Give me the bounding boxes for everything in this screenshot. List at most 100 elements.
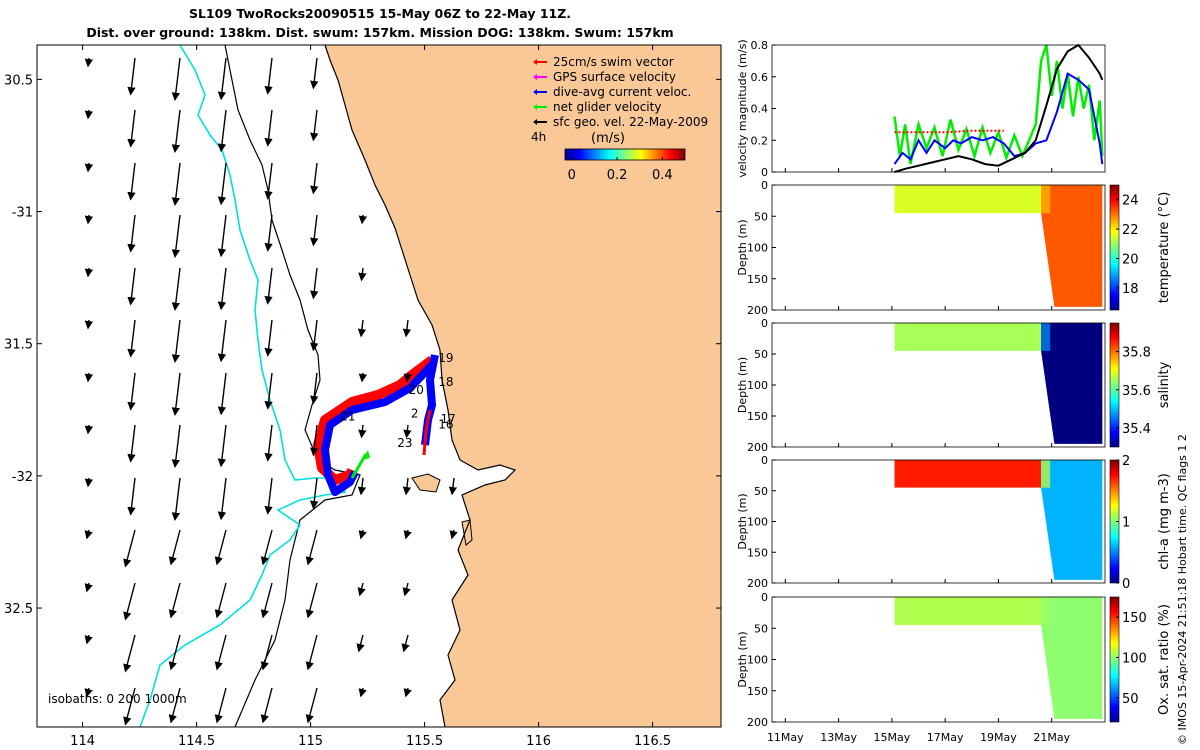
velocity-arrow bbox=[127, 109, 136, 148]
day-label: 17 bbox=[441, 412, 456, 426]
velocity-arrow bbox=[127, 267, 136, 306]
velocity-arrow bbox=[84, 477, 94, 488]
isobath-200m bbox=[224, 45, 361, 727]
velocity-arrow bbox=[217, 57, 227, 101]
velocity-arrow bbox=[264, 319, 273, 357]
velocity-arrow bbox=[264, 109, 273, 147]
colorbar-label: salinity bbox=[1157, 361, 1172, 408]
y-tick-label: 0.6 bbox=[751, 71, 769, 84]
velocity-arrow bbox=[403, 372, 413, 383]
velocity-arrow bbox=[260, 687, 273, 724]
velocity-arrow bbox=[214, 529, 227, 566]
velocity-arrow bbox=[260, 582, 273, 619]
velocity-arrow bbox=[357, 319, 367, 338]
y-axis-label: Depth (m) bbox=[736, 357, 749, 413]
map-x-tick-label: 114 bbox=[70, 734, 95, 749]
velocity-arrow bbox=[168, 634, 181, 671]
y-tick-label: 50 bbox=[754, 210, 768, 223]
velocity-arrow bbox=[171, 162, 181, 206]
colorbar-tick-label: 0 bbox=[568, 168, 576, 183]
velocity-arrow bbox=[403, 424, 412, 439]
legend-swatch-head bbox=[533, 89, 537, 95]
y-axis-label: Depth (m) bbox=[736, 493, 749, 549]
velocity-arrow bbox=[260, 529, 273, 566]
day-label: 20 bbox=[409, 383, 424, 397]
map-axes: 114 114.5 115 115.5 116 116.5 30.5 -31 31.5 -32 32… bbox=[4, 45, 721, 749]
panel-colorbar bbox=[1109, 322, 1120, 448]
map-y-tick-label: 30.5 bbox=[4, 73, 33, 88]
velocity-arrow bbox=[217, 424, 227, 468]
y-tick-label: 150 bbox=[747, 273, 768, 286]
velocity-arrow bbox=[127, 372, 136, 411]
velocity-arrow bbox=[127, 162, 136, 201]
colorbar-label: Ox. sat. ratio (%) bbox=[1157, 604, 1172, 715]
velocity-arrow bbox=[123, 687, 136, 726]
colorbar-tick-label: 100 bbox=[1122, 651, 1147, 666]
section-shallow bbox=[894, 597, 1042, 626]
velocity-arrow bbox=[305, 634, 318, 671]
velocity-arrow bbox=[403, 687, 412, 698]
panel-colorbar bbox=[1109, 184, 1120, 311]
velocity-arrow bbox=[449, 529, 458, 540]
colorbar-tick-label: 35.6 bbox=[1122, 384, 1151, 399]
velocity-arrow bbox=[402, 477, 412, 496]
surface-geostrophic-velocity-arrows bbox=[84, 57, 458, 726]
section-shallow bbox=[894, 460, 1042, 488]
velocity-arrow bbox=[84, 687, 93, 698]
island-garden bbox=[461, 519, 473, 546]
section-transition bbox=[1041, 323, 1051, 351]
velocity-arrow bbox=[358, 267, 367, 282]
velocity-arrow bbox=[171, 109, 181, 153]
section-deep bbox=[1041, 323, 1103, 444]
velocity-arrow bbox=[358, 687, 367, 698]
legend-swatch-head bbox=[533, 104, 537, 110]
velocity-arrow bbox=[217, 372, 227, 416]
velocity-arrow bbox=[84, 214, 94, 225]
velocity-arrow bbox=[358, 214, 368, 225]
y-tick-label: 50 bbox=[754, 485, 768, 498]
velocity-arrow bbox=[84, 57, 94, 68]
y-tick-label: 150 bbox=[747, 546, 768, 559]
y-tick-label: 100 bbox=[747, 242, 768, 255]
velocity-arrow bbox=[171, 477, 181, 521]
velocity-arrow bbox=[217, 162, 227, 206]
y-tick-label: 100 bbox=[747, 654, 768, 667]
y-tick-label: 200 bbox=[747, 716, 768, 729]
velocity-arrow bbox=[310, 214, 319, 247]
velocity-arrow bbox=[358, 529, 367, 540]
y-tick-label: 100 bbox=[747, 516, 768, 529]
day-label: 16 bbox=[438, 417, 453, 431]
y-tick-label: 50 bbox=[754, 622, 768, 635]
velocity-arrow bbox=[264, 214, 273, 252]
panel-background bbox=[772, 45, 1105, 172]
velocity-arrow bbox=[127, 214, 136, 253]
x-tick-label: 19May bbox=[980, 731, 1017, 744]
colorbar-tick-label: 22 bbox=[1122, 223, 1139, 238]
velocity-arrow bbox=[123, 529, 136, 568]
velocity-series-line bbox=[893, 44, 1104, 165]
velocity-arrow bbox=[264, 477, 273, 515]
section-transition bbox=[1041, 185, 1051, 214]
map-panel: 114 114.5 115 115.5 116 116.5 30.5 -31 31.5 -32 32… bbox=[4, 44, 722, 749]
day-label: 2 bbox=[411, 407, 419, 421]
velocity-arrow bbox=[84, 109, 94, 120]
velocity-arrow bbox=[168, 582, 181, 619]
velocity-arrow bbox=[264, 162, 273, 200]
isobath-1000m bbox=[139, 45, 347, 727]
velocity-arrow bbox=[310, 57, 319, 90]
velocity-arrow bbox=[357, 477, 367, 496]
map-x-tick-label: 116.5 bbox=[634, 734, 671, 749]
map-colorbar-ticks: 0 0.2 0.4 bbox=[568, 157, 673, 183]
velocity-arrow bbox=[84, 319, 94, 330]
velocity-arrow bbox=[310, 424, 319, 457]
velocity-arrow bbox=[264, 372, 273, 410]
gps-track-inner bbox=[422, 409, 432, 456]
velocity-arrow bbox=[264, 57, 273, 95]
x-tick-label: 21May bbox=[1033, 731, 1070, 744]
velocity-arrow bbox=[401, 634, 410, 653]
section-transition bbox=[1041, 460, 1051, 488]
colorbar-tick-label: 18 bbox=[1122, 282, 1139, 297]
legend-time: 4h bbox=[531, 130, 546, 144]
section-shallow bbox=[894, 323, 1042, 351]
